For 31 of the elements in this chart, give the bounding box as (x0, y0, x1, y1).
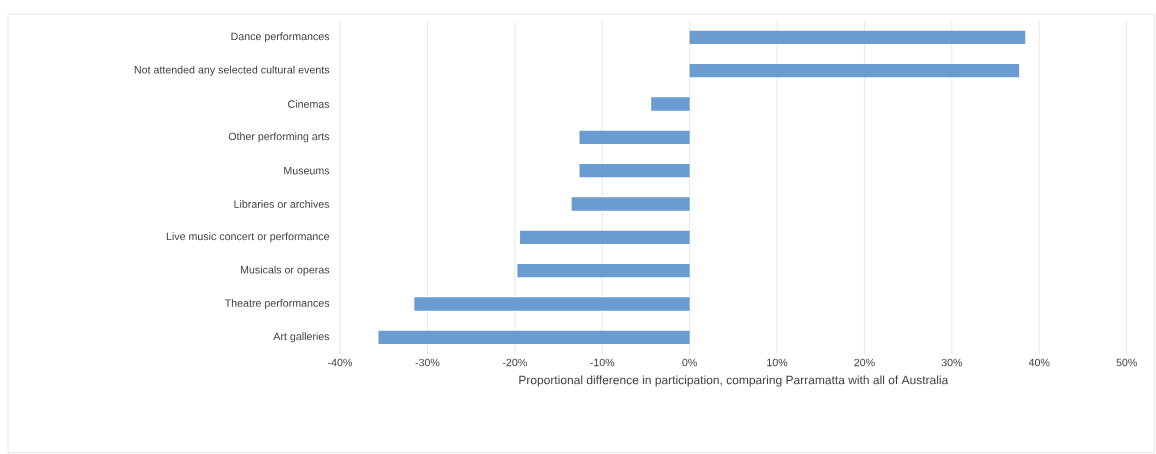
x-tick-label: -40% (328, 358, 353, 367)
x-tick-label: 20% (854, 358, 875, 367)
bar (651, 97, 690, 111)
x-axis-title: Proportional difference in participation, comparing Parramatta with all of Australia (519, 375, 949, 387)
y-tick-label: Not attended any selected cultural events (134, 65, 330, 76)
y-tick-label: Musicals or operas (240, 265, 330, 276)
x-tick-label: -30% (415, 358, 440, 367)
x-tick-label: 30% (941, 358, 963, 367)
y-tick-label: Museums (284, 166, 330, 175)
bar (414, 297, 690, 311)
bar (378, 330, 690, 345)
y-tick-label: Libraries or archives (234, 200, 330, 208)
x-tick-label: -20% (502, 358, 527, 367)
x-tick-label: -10% (590, 358, 615, 367)
y-tick-label: Dance performances (231, 32, 330, 43)
x-tick-label: 10% (767, 358, 788, 367)
x-tick-label: 0% (682, 358, 697, 367)
bar (689, 64, 1020, 78)
x-tick-label: 40% (1028, 358, 1050, 367)
y-tick-label: Art galleries (273, 332, 330, 343)
bar (579, 164, 690, 178)
bar (579, 130, 690, 145)
bar (689, 30, 1026, 44)
bar (571, 197, 690, 211)
y-tick-label: Other performing arts (228, 132, 330, 143)
y-tick-label: Cinemas (288, 100, 330, 108)
bar (517, 264, 690, 278)
y-tick-label: Theatre performances (224, 299, 330, 309)
bar (520, 230, 690, 244)
x-tick-label: 50% (1116, 358, 1137, 367)
y-tick-label: Live music concert or performance (166, 232, 330, 243)
